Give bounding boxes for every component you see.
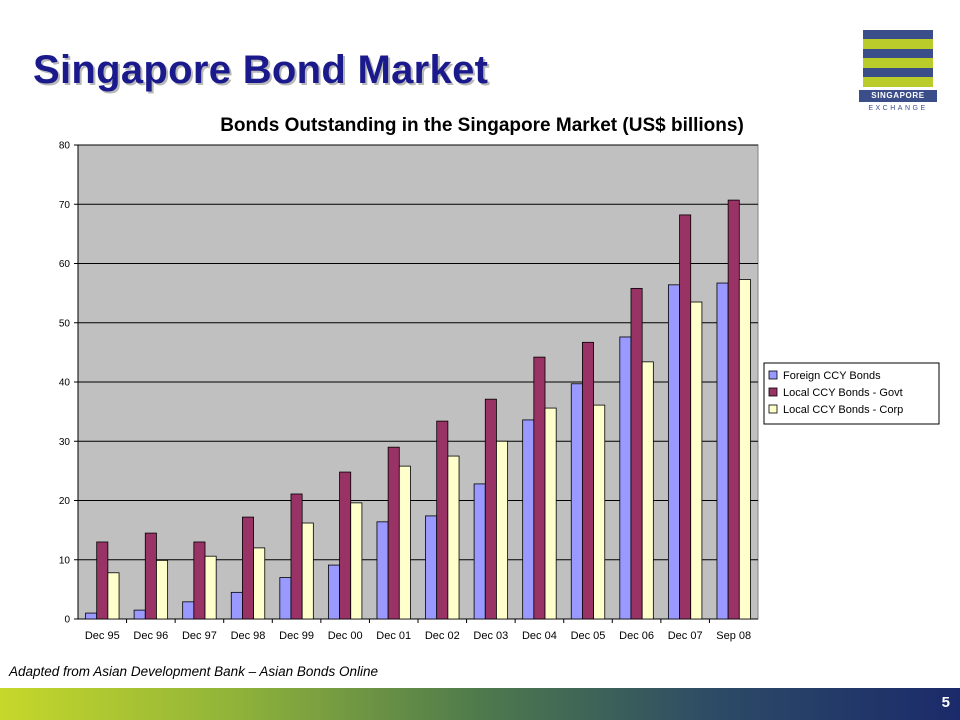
legend-label: Foreign CCY Bonds [783, 370, 881, 382]
bar [204, 555, 217, 620]
bond-chart: Bonds Outstanding in the Singapore Marke… [59, 115, 940, 642]
legend-swatch [768, 404, 778, 414]
bar [630, 287, 643, 620]
bar [327, 564, 340, 620]
legend-swatch [768, 370, 778, 380]
bar [85, 612, 98, 620]
bar [107, 572, 120, 620]
x-tick-label: Dec 01 [376, 630, 411, 642]
page-number: 5 [941, 694, 950, 711]
bar [447, 455, 460, 620]
y-tick-label: 30 [59, 437, 71, 448]
x-tick-label: Dec 95 [85, 630, 120, 642]
bar [533, 356, 546, 620]
bar [544, 407, 557, 620]
bar [156, 559, 169, 620]
bar [641, 361, 654, 620]
y-tick-label: 50 [59, 318, 71, 329]
source-note: Adapted from Asian Development Bank – As… [9, 664, 378, 679]
bar [425, 515, 438, 620]
legend-label: Local CCY Bonds - Corp [783, 404, 903, 416]
bar [133, 609, 146, 620]
y-tick-label: 10 [59, 555, 71, 566]
y-tick-label: 40 [59, 378, 71, 389]
bar [570, 383, 583, 620]
legend-swatch [768, 387, 778, 397]
x-tick-label: Dec 98 [231, 630, 266, 642]
x-tick-label: Sep 08 [716, 630, 751, 642]
x-tick-label: Dec 96 [133, 630, 168, 642]
x-tick-label: Dec 05 [571, 630, 606, 642]
logo-subtitle: EXCHANGE [868, 105, 928, 112]
bar [738, 279, 751, 620]
x-tick-label: Dec 06 [619, 630, 654, 642]
bar [436, 420, 449, 620]
bar [193, 541, 206, 620]
y-tick-label: 0 [64, 615, 70, 626]
y-tick-label: 60 [59, 259, 71, 270]
legend-label: Local CCY Bonds - Govt [783, 387, 903, 399]
x-tick-label: Dec 99 [279, 630, 314, 642]
y-tick-label: 70 [59, 200, 71, 211]
x-tick-label: Dec 03 [473, 630, 508, 642]
bar [376, 521, 389, 620]
bar [350, 502, 363, 620]
x-tick-label: Dec 02 [425, 630, 460, 642]
bar [679, 214, 692, 620]
bar [593, 404, 606, 620]
bar [619, 336, 632, 620]
bar [667, 284, 680, 620]
bar [484, 398, 497, 620]
bar [96, 541, 109, 620]
slide-title: Singapore Bond Market [33, 48, 489, 92]
bar [473, 483, 486, 620]
bar [290, 493, 303, 620]
x-tick-label: Dec 07 [668, 630, 703, 642]
x-tick-label: Dec 97 [182, 630, 217, 642]
bar [387, 446, 400, 620]
sgx-logo: SINGAPORE EXCHANGE [859, 30, 937, 122]
footer-bar: 5 [0, 688, 960, 720]
bar [398, 465, 411, 620]
x-tick-label: Dec 04 [522, 630, 557, 642]
x-tick-label: Dec 00 [328, 630, 363, 642]
chart-title: Bonds Outstanding in the Singapore Marke… [220, 115, 744, 136]
bar [279, 577, 292, 620]
sgx-logo-bars-icon [863, 30, 933, 87]
y-tick-label: 20 [59, 496, 71, 507]
bar [582, 341, 594, 620]
bar [690, 301, 703, 620]
bar [339, 471, 352, 620]
bar [242, 516, 254, 620]
bar [144, 532, 157, 620]
bar [496, 440, 509, 620]
bar [182, 601, 195, 620]
bar [727, 199, 740, 620]
legend [763, 362, 940, 425]
bar [253, 547, 266, 620]
bar [522, 419, 535, 620]
bar [716, 282, 729, 620]
bar [230, 591, 243, 620]
bar [301, 522, 314, 620]
logo-name: SINGAPORE [859, 90, 937, 102]
y-tick-label: 80 [59, 141, 71, 152]
